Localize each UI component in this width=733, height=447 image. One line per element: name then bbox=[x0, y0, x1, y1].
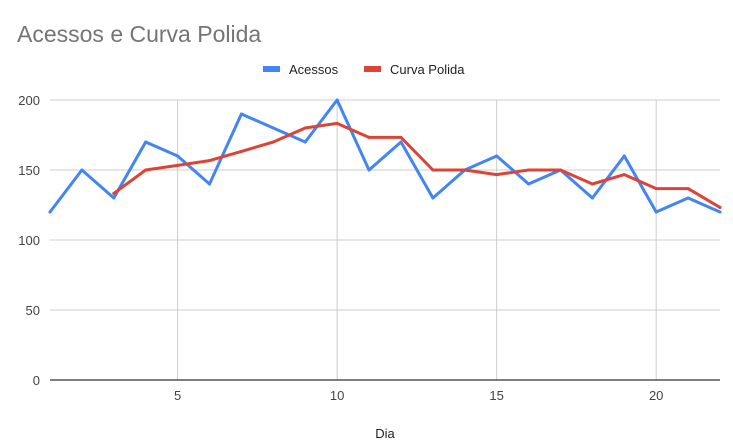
x-tick-labels: 5 10 15 20 bbox=[174, 388, 663, 403]
data-point-curva-polida bbox=[239, 149, 243, 153]
data-point-acessos bbox=[686, 196, 690, 200]
data-point-acessos bbox=[718, 210, 722, 214]
legend: Acessos Curva Polida bbox=[263, 62, 465, 77]
data-point-curva-polida bbox=[399, 135, 403, 139]
data-point-curva-polida bbox=[527, 168, 531, 172]
data-point-acessos bbox=[495, 154, 499, 158]
data-point-curva-polida bbox=[271, 140, 275, 144]
x-tick-label: 20 bbox=[649, 388, 663, 403]
data-point-acessos bbox=[399, 140, 403, 144]
data-point-acessos bbox=[208, 182, 212, 186]
data-point-curva-polida bbox=[176, 163, 180, 167]
data-point-curva-polida bbox=[367, 135, 371, 139]
data-point-acessos bbox=[367, 168, 371, 172]
legend-label-acessos: Acessos bbox=[289, 62, 339, 77]
y-tick-label: 100 bbox=[18, 233, 40, 248]
data-point-acessos bbox=[654, 210, 658, 214]
x-tick-label: 10 bbox=[330, 388, 344, 403]
data-point-curva-polida bbox=[718, 205, 722, 209]
x-tick-label: 5 bbox=[174, 388, 181, 403]
series-layer bbox=[48, 98, 722, 214]
chart-title: Acessos e Curva Polida bbox=[17, 21, 261, 47]
data-point-curva-polida bbox=[303, 126, 307, 130]
y-tick-label: 150 bbox=[18, 163, 40, 178]
data-point-acessos bbox=[239, 112, 243, 116]
y-tick-labels: 0 50 100 150 200 bbox=[18, 93, 40, 388]
data-point-curva-polida bbox=[431, 168, 435, 172]
y-tick-label: 50 bbox=[26, 303, 40, 318]
x-tick-label: 15 bbox=[489, 388, 503, 403]
x-axis-title: Dia bbox=[375, 426, 395, 441]
data-point-curva-polida bbox=[335, 121, 339, 125]
horizontal-gridlines bbox=[50, 99, 720, 311]
series-line-curva-polida bbox=[112, 121, 722, 209]
data-point-acessos bbox=[335, 98, 339, 102]
legend-swatch-curva-polida bbox=[364, 66, 381, 72]
data-point-curva-polida bbox=[590, 182, 594, 186]
data-point-acessos bbox=[527, 182, 531, 186]
series-line-acessos bbox=[48, 98, 722, 214]
data-point-curva-polida bbox=[144, 168, 148, 172]
data-point-curva-polida bbox=[654, 187, 658, 191]
data-point-curva-polida bbox=[622, 173, 626, 177]
y-tick-label: 200 bbox=[18, 93, 40, 108]
data-point-acessos bbox=[112, 196, 116, 200]
data-point-acessos bbox=[303, 140, 307, 144]
legend-label-curva-polida: Curva Polida bbox=[390, 62, 465, 77]
data-point-curva-polida bbox=[208, 159, 212, 163]
data-point-acessos bbox=[431, 196, 435, 200]
y-tick-label: 0 bbox=[33, 373, 40, 388]
data-point-acessos bbox=[80, 168, 84, 172]
data-point-acessos bbox=[622, 154, 626, 158]
data-point-acessos bbox=[144, 140, 148, 144]
data-point-acessos bbox=[271, 126, 275, 130]
data-point-curva-polida bbox=[686, 187, 690, 191]
data-point-acessos bbox=[48, 210, 52, 214]
data-point-curva-polida bbox=[495, 173, 499, 177]
legend-swatch-acessos bbox=[263, 66, 280, 72]
data-point-curva-polida bbox=[558, 168, 562, 172]
data-point-acessos bbox=[176, 154, 180, 158]
data-point-acessos bbox=[590, 196, 594, 200]
data-point-curva-polida bbox=[463, 168, 467, 172]
data-point-curva-polida bbox=[112, 191, 116, 195]
